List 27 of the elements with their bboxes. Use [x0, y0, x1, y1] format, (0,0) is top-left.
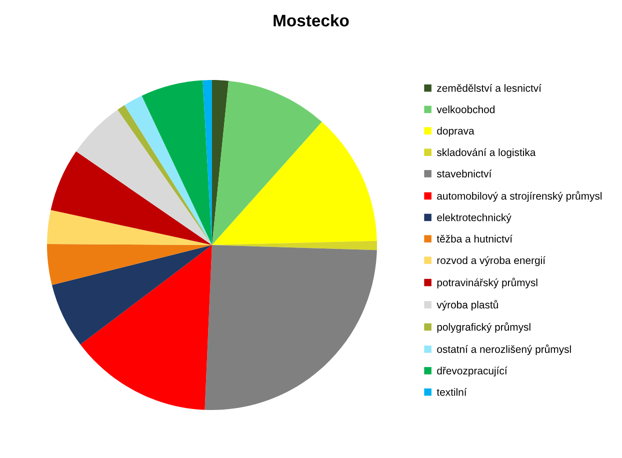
- pie-slice: [50, 151, 212, 245]
- legend-label: rozvod a výroba energií: [437, 256, 546, 266]
- legend-label: potravinářský průmysl: [437, 278, 538, 288]
- pie-slice: [204, 245, 377, 410]
- pie-slice: [76, 110, 212, 245]
- legend-label: doprava: [437, 126, 474, 137]
- chart-title: Mostecko: [274, 14, 349, 26]
- pie-slice: [47, 210, 212, 245]
- legend-label: výroba plastů: [436, 300, 498, 311]
- legend-label: těžba a hutnictví: [436, 234, 512, 243]
- legend-label: elektrotechnický: [437, 213, 512, 224]
- pie-slice: [212, 80, 322, 245]
- legend-label: ostatní a nerozlišený průmysl: [437, 344, 571, 356]
- legend-label: zemědělství a lesnictví: [437, 84, 542, 92]
- legend-label: stavebnictví: [436, 170, 492, 178]
- legend-label: skladování a logistika: [436, 148, 536, 158]
- legend-label: textilní: [436, 388, 467, 396]
- legend-label: polygrafický průmysl: [437, 322, 530, 333]
- legend-label: dřevozpracující: [437, 366, 508, 377]
- pie-slice: [52, 245, 212, 344]
- pie-slice: [80, 245, 212, 410]
- pie-slice: [212, 122, 377, 245]
- pie-slice: [142, 80, 212, 245]
- pie-slice: [47, 244, 212, 286]
- legend-label: automobilový a strojírenský průmysl: [437, 191, 602, 202]
- legend-label: velkoobchod: [436, 106, 494, 114]
- pie-slice: [212, 80, 229, 245]
